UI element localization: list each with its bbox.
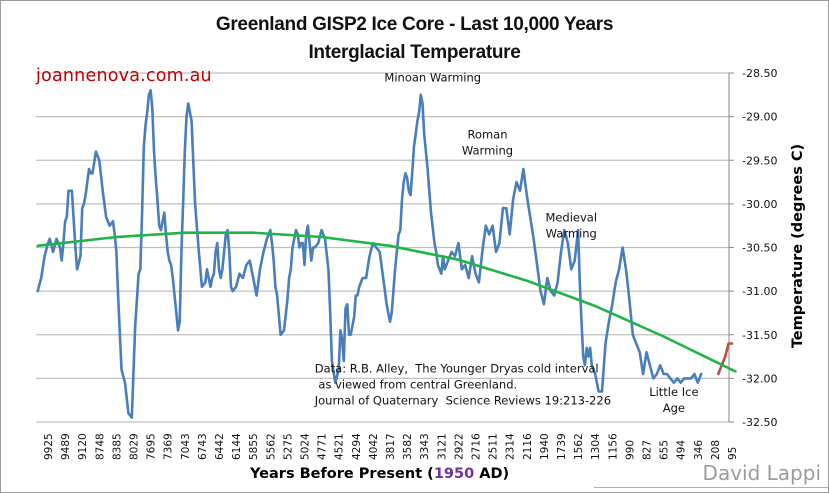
x-tick-label: 4521 xyxy=(334,433,346,460)
x-tick-label: 1156 xyxy=(607,433,619,460)
y-tick-label: -28.50 xyxy=(742,67,777,80)
x-tick-label: 6144 xyxy=(231,433,243,460)
x-tick-label: 7369 xyxy=(163,433,175,460)
x-tick-label: 8029 xyxy=(129,433,141,460)
x-tick-label: 5855 xyxy=(248,433,260,460)
x-tick-label: 8748 xyxy=(94,433,106,460)
annotation-text: as viewed from central Greenland. xyxy=(315,377,517,391)
y-tick-label: -29.00 xyxy=(742,111,777,124)
chart-title-line2: Interglacial Temperature xyxy=(308,42,521,63)
x-tick-label: 9120 xyxy=(77,433,89,460)
gridlines xyxy=(36,72,729,423)
x-tick-label: 5562 xyxy=(265,433,277,460)
trend-line xyxy=(36,231,737,373)
x-tick-label: 1739 xyxy=(556,433,568,460)
x-tick-label: 494 xyxy=(676,440,688,460)
y-tick-label: -32.00 xyxy=(742,372,777,385)
series-line-recent xyxy=(716,342,734,376)
chart-title-line1: Greenland GISP2 Ice Core - Last 10,000 Y… xyxy=(215,14,614,35)
y-axis: -28.50 -29.00 -29.50 -30.00 -30.50 -31.00 -31.… xyxy=(728,67,777,429)
y-tick-label: -30.00 xyxy=(742,198,777,211)
series-line-temperature xyxy=(36,89,703,419)
y-axis-title: Temperature (degrees C) xyxy=(790,143,806,349)
x-axis-title: Years Before Present (1950 AD) xyxy=(250,466,670,482)
x-tick-label: 3343 xyxy=(419,433,431,460)
x-tick-label: 5275 xyxy=(282,433,294,460)
annotation-text: Roman xyxy=(467,127,507,141)
x-tick-label: 346 xyxy=(693,440,705,460)
author-credit: David Lappi xyxy=(702,461,821,485)
x-tick-label: 3121 xyxy=(436,433,448,460)
x-tick-label: 4042 xyxy=(368,433,380,460)
x-tick-label: 6442 xyxy=(214,433,226,460)
x-tick-label: 4294 xyxy=(351,433,363,460)
x-tick-label: 2511 xyxy=(488,433,500,460)
x-axis-title-prefix: Years Before Present ( xyxy=(250,466,434,482)
x-tick-label: 827 xyxy=(642,440,654,460)
y-tick-label: -29.50 xyxy=(742,154,777,167)
x-tick-label: 1940 xyxy=(539,433,551,460)
watermark: joannenova.com.au xyxy=(36,66,212,86)
annotation-text: Minoan Warming xyxy=(384,71,481,85)
y-tick-label: -30.50 xyxy=(742,242,777,255)
y-tick-label: -31.00 xyxy=(742,285,777,298)
x-tick-label: 2116 xyxy=(522,433,534,460)
x-tick-label: 1304 xyxy=(590,433,602,460)
annotation-text: Little Ice xyxy=(649,385,698,399)
annotation-text: Age xyxy=(663,401,685,415)
series-layer xyxy=(36,89,737,419)
x-tick-label: 95 xyxy=(727,447,739,460)
x-tick-label: 208 xyxy=(710,440,722,460)
x-tick-label: 8385 xyxy=(111,433,123,460)
y-tick-label: -31.50 xyxy=(742,329,777,342)
x-tick-label: 3582 xyxy=(402,433,414,460)
x-axis: 9925 9489 9120 8748 8385 8029 7695 7369 7043 6743… xyxy=(43,433,739,460)
x-axis-title-suffix: AD) xyxy=(474,466,510,482)
annotation-text: Data: R.B. Alley, The Younger Dryas cold… xyxy=(315,361,599,375)
x-tick-label: 6743 xyxy=(197,433,209,460)
x-tick-label: 2314 xyxy=(505,433,517,460)
x-tick-label: 990 xyxy=(624,440,636,460)
credit-divider xyxy=(594,487,829,488)
x-tick-label: 4771 xyxy=(317,433,329,460)
x-tick-label: 2716 xyxy=(471,433,483,460)
x-tick-label: 655 xyxy=(659,440,671,460)
annotation-text: Warming xyxy=(462,143,513,157)
x-tick-label: 5024 xyxy=(300,433,312,460)
x-tick-label: 7695 xyxy=(146,433,158,460)
annotation-text: Medieval xyxy=(545,210,597,224)
x-tick-label: 7043 xyxy=(180,433,192,460)
x-tick-label: 1562 xyxy=(573,433,585,460)
x-tick-label: 3817 xyxy=(385,433,397,460)
annotation-text: Journal of Quaternary Science Reviews 19… xyxy=(314,393,611,407)
annotations-layer: Minoan Warming Roman Warming Medieval Warmin… xyxy=(314,71,699,415)
annotation-text: Warming xyxy=(546,226,597,240)
x-tick-label: 2922 xyxy=(453,433,465,460)
x-tick-label: 9489 xyxy=(60,433,72,460)
x-tick-label: 9925 xyxy=(43,433,55,460)
x-axis-title-year: 1950 xyxy=(433,466,475,482)
y-tick-label: -32.50 xyxy=(742,416,777,429)
